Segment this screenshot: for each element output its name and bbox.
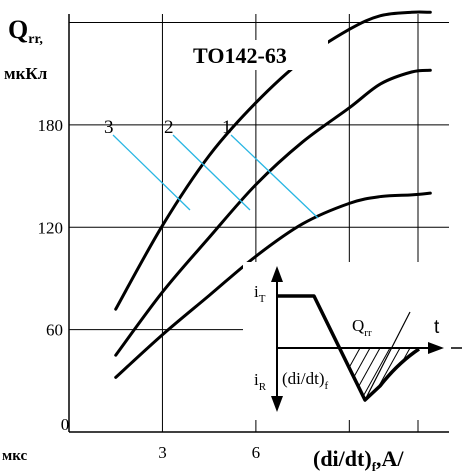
x-tick-label-3: 3	[158, 443, 167, 462]
series-label-3: 3	[104, 117, 114, 138]
recovery-current-inset: iT iR (di/dt)f Qrr t	[243, 262, 462, 420]
series-line-1	[114, 191, 432, 379]
x-axis-label-sub: f	[372, 459, 377, 472]
chart-title: ТО142-63	[193, 43, 287, 68]
leader-line-2	[172, 134, 251, 211]
y-axis-unit: мкКл	[4, 64, 48, 83]
inset-label-didt: (di/dt)f	[282, 369, 329, 392]
series-label-1: 1	[222, 117, 232, 138]
y-tick-label-180: 180	[38, 116, 64, 135]
inset-extrapolation-line	[364, 311, 411, 401]
axes	[68, 14, 449, 433]
x-axis-label-main: (di/dt)	[313, 446, 372, 471]
x-label-background	[308, 440, 465, 472]
x-tick-label-0: 0	[61, 415, 70, 434]
x-tick-label-6: 6	[252, 443, 261, 462]
leader-line-3	[112, 134, 191, 211]
inset-label-iR: iR	[254, 370, 267, 393]
inset-label-t: t	[434, 317, 440, 338]
x-axis-label: (di/dt)f,A/	[313, 446, 404, 472]
series-line-2	[114, 68, 432, 357]
y-tick-label-60: 60	[46, 321, 63, 340]
title-background	[178, 40, 328, 70]
y-axis-label-sub: rr,	[28, 32, 43, 47]
y-tick-label-120: 120	[38, 218, 64, 237]
x-axis-label-unit: ,A/	[376, 446, 404, 471]
inset-current-waveform	[277, 294, 420, 402]
inset-time-arrow	[428, 342, 444, 354]
inset-label-iT: iT	[254, 282, 266, 305]
tick-labels: 036960120180	[38, 116, 354, 462]
inset-label-Q: Qrr	[352, 316, 372, 339]
y-axis-label: Qrr,	[8, 15, 43, 47]
inset-up-arrow	[271, 266, 283, 282]
leader-line-1	[230, 134, 319, 219]
inset-down-arrow	[271, 396, 283, 412]
x-unit-fragment: мкс	[2, 448, 27, 464]
label-leader-lines: 1 2 3	[104, 117, 319, 219]
y-axis-label-main: Q	[8, 15, 28, 44]
series-label-2: 2	[164, 117, 174, 138]
